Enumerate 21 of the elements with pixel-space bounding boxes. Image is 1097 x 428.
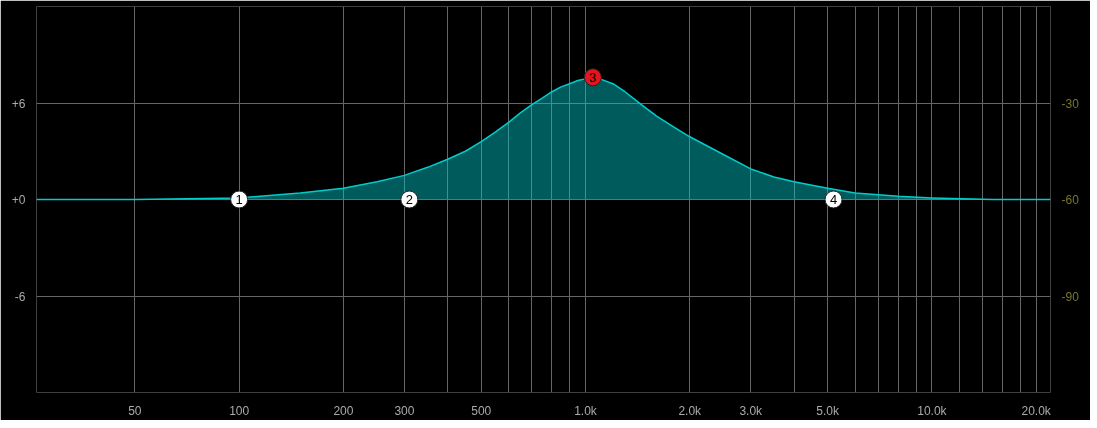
x-tick-label: 500 (471, 403, 492, 418)
x-tick-label: 200 (333, 403, 354, 418)
x-tick-label: 3.0k (739, 403, 764, 418)
x-tick-label: 10.0k (917, 403, 948, 418)
x-tick-label: 5.0k (816, 403, 840, 418)
y2-tick-label: -30 (1061, 96, 1080, 111)
y2-tick-label: -60 (1061, 193, 1080, 207)
annotation: 4 (829, 192, 838, 207)
x-tick-label: 2.0k (678, 403, 703, 418)
x-tick-label: 1.0k (574, 403, 598, 418)
annotation: 3 (589, 69, 597, 85)
x-tick-label: 20.0k (1021, 403, 1052, 418)
y-tick-label: +6 (11, 96, 26, 111)
y-tick-label: -6 (14, 289, 26, 304)
annotation: 1 (235, 192, 243, 207)
x-tick-label: 300 (394, 403, 415, 418)
x-tick-label: 100 (229, 403, 250, 418)
y2-tick-label: -90 (1061, 289, 1080, 304)
y-tick-label: +0 (11, 193, 26, 207)
annotation: 2 (405, 192, 413, 207)
x-tick-label: 50 (128, 403, 142, 418)
